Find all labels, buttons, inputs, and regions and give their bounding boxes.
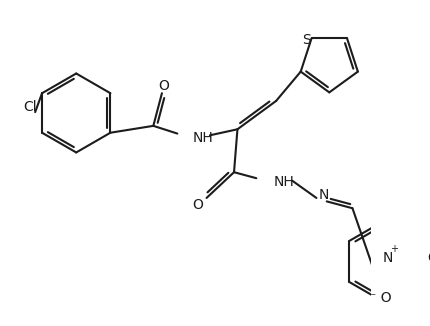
Text: O: O <box>426 251 430 265</box>
Text: N: N <box>317 187 328 201</box>
Text: O: O <box>192 198 203 212</box>
Text: ⁻ O: ⁻ O <box>369 290 391 304</box>
Text: N: N <box>381 251 392 265</box>
Text: +: + <box>390 244 398 255</box>
Text: Cl: Cl <box>23 100 37 114</box>
Text: NH: NH <box>192 131 213 145</box>
Text: S: S <box>301 33 310 47</box>
Text: NH: NH <box>273 175 294 189</box>
Text: O: O <box>158 79 169 93</box>
